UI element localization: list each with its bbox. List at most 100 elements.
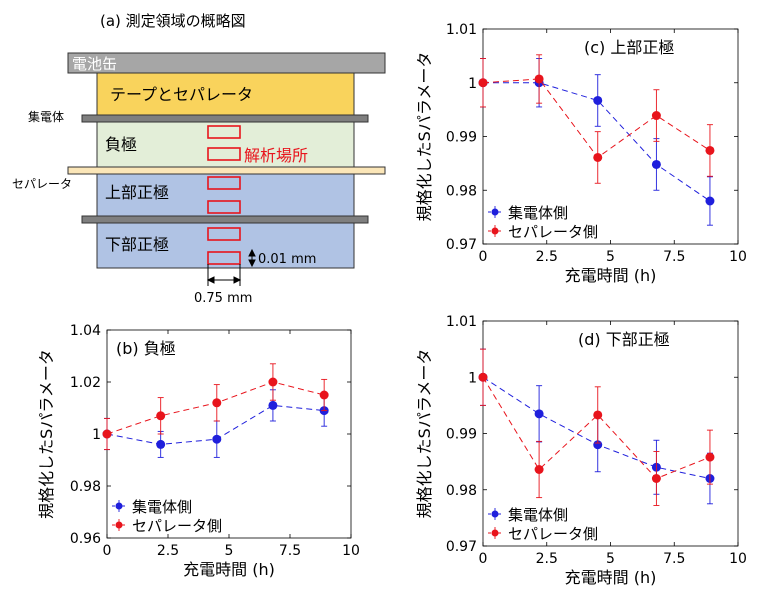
tape-label: テープとセパレータ: [110, 85, 253, 104]
data-point: [651, 159, 661, 169]
data-point: [593, 410, 603, 420]
y-tick-label: 0.99: [446, 427, 477, 443]
separator-layer: [67, 166, 386, 175]
analysis-box-2: [207, 147, 241, 161]
y-tick-label: 0.99: [446, 130, 477, 146]
schematic-title: (a) 測定領域の概略図: [100, 12, 246, 30]
y-tick-label: 0.98: [446, 483, 477, 499]
data-point: [534, 465, 544, 474]
data-point: [593, 152, 603, 162]
chart-panel-d: 0 2.5 5 7.5 10 0.97 0.98 0.99 1 1.01 充電時間 (h) 規格化した…: [415, 314, 747, 587]
x-tick-label: 7.5: [663, 249, 685, 265]
y-tick-label: 1.02: [70, 375, 101, 391]
legend-marker: [491, 510, 499, 518]
chart-title: (c) 上部正極: [584, 38, 674, 57]
y-tick-label: 1.04: [70, 323, 101, 339]
x-tick-label: 5: [606, 551, 615, 567]
collector-middle: [81, 215, 369, 224]
chart-panel-b: 0 2.5 5 7.5 10 0.96 0.98 1 1.02 1.04 充電時間 (h) 規格化した…: [37, 323, 360, 579]
data-point: [705, 452, 715, 462]
y-axis-label: 規格化したSパラメータ: [415, 52, 434, 222]
y-tick-label: 1.01: [446, 22, 477, 38]
y-tick-label: 0.97: [446, 237, 477, 253]
data-point: [651, 474, 661, 483]
x-tick-label: 2.5: [536, 249, 558, 265]
data-point: [705, 145, 715, 155]
tape-layer: [96, 72, 355, 116]
x-tick-label: 10: [342, 543, 360, 559]
data-point: [319, 390, 329, 400]
y-tick-label: 1: [468, 76, 477, 92]
analysis-box-1: [207, 125, 241, 139]
data-point: [102, 429, 112, 439]
legend-marker: [491, 208, 499, 216]
legend-label: セパレータ側: [508, 525, 598, 543]
anode-label: 負極: [105, 135, 137, 154]
lower-cathode-label: 下部正極: [105, 235, 169, 254]
x-tick-label: 10: [729, 551, 747, 567]
data-point: [268, 400, 278, 410]
y-tick-label: 0.98: [70, 479, 101, 495]
series-line-collector: [482, 376, 711, 479]
legend-label: 集電体側: [508, 204, 568, 222]
chart-title: (b) 負極: [116, 339, 176, 358]
x-tick-label: 0: [103, 543, 112, 559]
x-tick-label: 7.5: [279, 543, 301, 559]
analysis-box-5: [207, 227, 241, 241]
separator-label: セパレータ: [12, 177, 72, 191]
x-tick-label: 5: [606, 249, 615, 265]
legend-marker: [491, 529, 499, 537]
data-point: [156, 439, 166, 449]
y-axis-label: 規格化したSパラメータ: [415, 349, 434, 519]
legend-marker: [115, 502, 123, 510]
x-axis-label: 充電時間 (h): [183, 560, 275, 579]
series-line-separator: [106, 381, 325, 435]
x-tick-label: 0: [479, 249, 488, 265]
data-point: [534, 409, 544, 419]
y-tick-label: 0.96: [70, 531, 101, 547]
x-tick-label: 7.5: [663, 551, 685, 567]
y-tick-label: 0.98: [446, 183, 477, 199]
width-dim-arrow-left: [206, 276, 215, 284]
y-axis-label: 規格化したSパラメータ: [37, 349, 56, 519]
x-tick-label: 10: [729, 249, 747, 265]
series-line-collector: [483, 82, 711, 202]
y-tick-label: 1.01: [446, 314, 477, 330]
collector-top: [81, 114, 369, 123]
data-point: [593, 440, 603, 450]
legend-label: 集電体側: [508, 506, 568, 524]
height-dim-arrow-up: [248, 248, 256, 257]
analysis-label: 解析場所: [244, 146, 308, 165]
legend-label: 集電体側: [132, 498, 192, 516]
analysis-box-6: [207, 251, 241, 265]
data-point: [534, 74, 544, 84]
series-line-separator: [482, 78, 711, 159]
upper-cathode-label: 上部正極: [105, 183, 169, 202]
legend-label: セパレータ側: [508, 223, 598, 241]
height-dim-label: 0.01 mm: [258, 252, 316, 267]
x-axis-label: 充電時間 (h): [565, 266, 657, 285]
height-dim-arrow-down: [248, 259, 256, 268]
data-point: [156, 411, 166, 421]
data-point: [593, 95, 603, 105]
x-tick-label: 2.5: [157, 543, 179, 559]
legend-marker: [491, 227, 499, 235]
collector-label: 集電体: [28, 109, 64, 124]
data-point: [268, 377, 278, 387]
x-tick-label: 2.5: [536, 551, 558, 567]
analysis-box-3: [207, 176, 241, 190]
legend-marker: [115, 521, 123, 529]
data-point: [478, 372, 488, 382]
y-tick-label: 0.97: [446, 539, 477, 555]
schematic-panel: (a) 測定領域の概略図 電池缶 テープとセパレータ 集電体 負極 セパレータ …: [12, 12, 386, 306]
y-tick-label: 1: [468, 370, 477, 386]
series-line-separator: [482, 376, 711, 480]
x-tick-label: 5: [225, 543, 234, 559]
data-point: [212, 434, 222, 444]
can-label: 電池缶: [72, 55, 117, 73]
analysis-box-4: [207, 200, 241, 214]
x-tick-label: 0: [479, 551, 488, 567]
chart-title: (d) 下部正極: [578, 330, 670, 349]
data-point: [478, 78, 488, 88]
